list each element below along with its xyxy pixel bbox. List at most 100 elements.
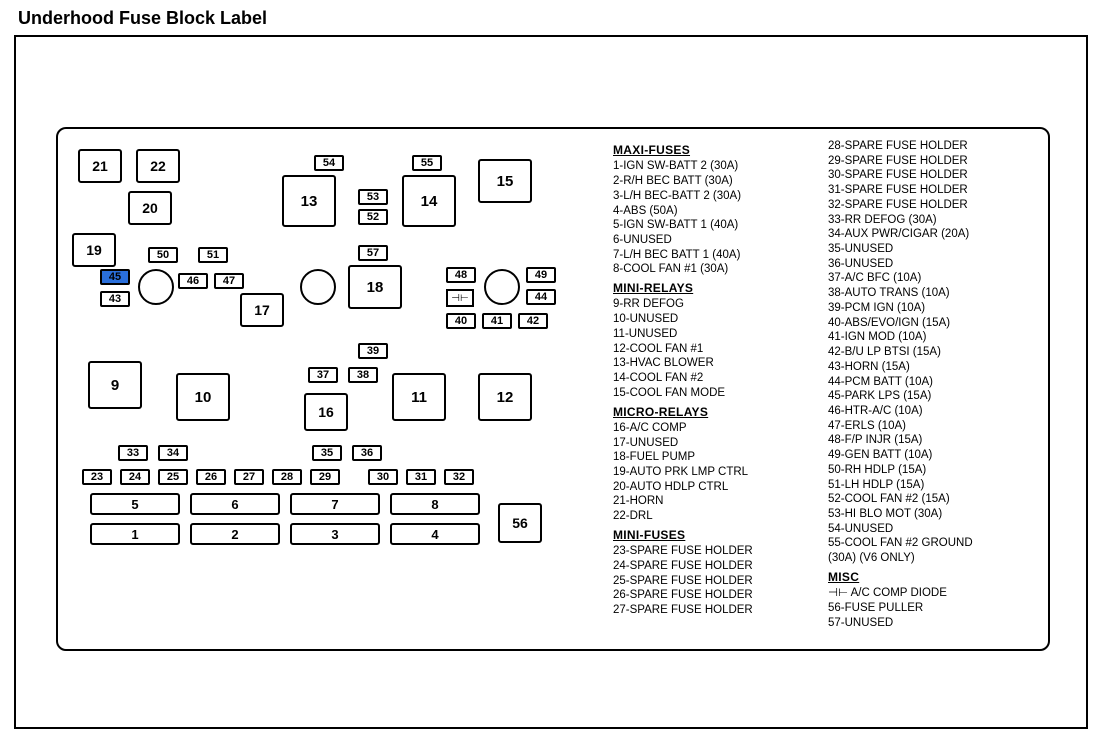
fuse-49: 49 (526, 267, 556, 283)
legend-heading: MICRO-RELAYS (613, 405, 828, 420)
fuse-48: 48 (446, 267, 476, 283)
legend-item: 52-COOL FAN #2 (15A) (828, 492, 1043, 507)
legend-item: 27-SPARE FUSE HOLDER (613, 603, 828, 618)
legend-item: 30-SPARE FUSE HOLDER (828, 168, 1043, 183)
fuse-41: 41 (482, 313, 512, 329)
legend-item: 15-COOL FAN MODE (613, 386, 828, 401)
fuse-34: 34 (158, 445, 188, 461)
legend-item: 17-UNUSED (613, 436, 828, 451)
legend-item: 6-UNUSED (613, 233, 828, 248)
legend-item: 26-SPARE FUSE HOLDER (613, 588, 828, 603)
fuse-17: 17 (240, 293, 284, 327)
legend-item: 48-F/P INJR (15A) (828, 433, 1043, 448)
legend-heading: MINI-RELAYS (613, 281, 828, 296)
fuse-12: 12 (478, 373, 532, 421)
fuse-13: 13 (282, 175, 336, 227)
fuse-diagram: 2122545515201314535219505157454647431718… (58, 129, 598, 649)
fuse-1: 1 (90, 523, 180, 545)
fuse-22: 22 (136, 149, 180, 183)
legend-item: 14-COOL FAN #2 (613, 371, 828, 386)
legend-item: 19-AUTO PRK LMP CTRL (613, 465, 828, 480)
legend-item: 1-IGN SW-BATT 2 (30A) (613, 159, 828, 174)
fuse-43: 43 (100, 291, 130, 307)
legend-item: 9-RR DEFOG (613, 297, 828, 312)
legend-item: 37-A/C BFC (10A) (828, 271, 1043, 286)
fuse-46: 46 (178, 273, 208, 289)
legend-item: 44-PCM BATT (10A) (828, 375, 1043, 390)
fuse-24: 24 (120, 469, 150, 485)
legend-item: 32-SPARE FUSE HOLDER (828, 198, 1043, 213)
fuse-36: 36 (352, 445, 382, 461)
fuse-19: 19 (72, 233, 116, 267)
legend-item: 49-GEN BATT (10A) (828, 448, 1043, 463)
fuse-11: 11 (392, 373, 446, 421)
legend-item: 50-RH HDLP (15A) (828, 463, 1043, 478)
fuse-25: 25 (158, 469, 188, 485)
legend-item: 55-COOL FAN #2 GROUND (828, 536, 1043, 551)
fuse-8: 8 (390, 493, 480, 515)
legend-item: 41-IGN MOD (10A) (828, 330, 1043, 345)
fuse-44: 44 (526, 289, 556, 305)
legend-item: 11-UNUSED (613, 327, 828, 342)
legend-item: 35-UNUSED (828, 242, 1043, 257)
fuse-6: 6 (190, 493, 280, 515)
fuse-3: 3 (290, 523, 380, 545)
diode-symbol: ⊣⊢ (446, 289, 474, 307)
fuse-33: 33 (118, 445, 148, 461)
legend-item: 34-AUX PWR/CIGAR (20A) (828, 227, 1043, 242)
legend-item: 40-ABS/EVO/IGN (15A) (828, 316, 1043, 331)
fuse-14: 14 (402, 175, 456, 227)
legend-item: ⊣⊢ A/C COMP DIODE (828, 586, 1043, 601)
fuse-52: 52 (358, 209, 388, 225)
fuse-10: 10 (176, 373, 230, 421)
fuse-21: 21 (78, 149, 122, 183)
legend-item: 57-UNUSED (828, 616, 1043, 631)
legend-heading: MISC (828, 570, 1043, 585)
fuse-51: 51 (198, 247, 228, 263)
fuse-39: 39 (358, 343, 388, 359)
fuse-32: 32 (444, 469, 474, 485)
fuse-20: 20 (128, 191, 172, 225)
fuse-27: 27 (234, 469, 264, 485)
fuse-29: 29 (310, 469, 340, 485)
fuse-2: 2 (190, 523, 280, 545)
legend-item: 54-UNUSED (828, 522, 1043, 537)
relay-socket (300, 269, 336, 305)
legend-heading: MINI-FUSES (613, 528, 828, 543)
legend-item: 21-HORN (613, 494, 828, 509)
fuse-53: 53 (358, 189, 388, 205)
legend-col-2: 28-SPARE FUSE HOLDER29-SPARE FUSE HOLDER… (828, 139, 1043, 630)
legend-heading: MAXI-FUSES (613, 143, 828, 158)
legend-item: 5-IGN SW-BATT 1 (40A) (613, 218, 828, 233)
fuse-35: 35 (312, 445, 342, 461)
fuse-30: 30 (368, 469, 398, 485)
legend-item: 22-DRL (613, 509, 828, 524)
legend-item: 25-SPARE FUSE HOLDER (613, 574, 828, 589)
relay-socket (138, 269, 174, 305)
legend-item: 47-ERLS (10A) (828, 419, 1043, 434)
fuse-16: 16 (304, 393, 348, 431)
legend-item: 3-L/H BEC-BATT 2 (30A) (613, 189, 828, 204)
fuse-47: 47 (214, 273, 244, 289)
legend-item: 4-ABS (50A) (613, 204, 828, 219)
legend-item: 7-L/H BEC BATT 1 (40A) (613, 248, 828, 263)
legend-item: 12-COOL FAN #1 (613, 342, 828, 357)
fuse-18: 18 (348, 265, 402, 309)
legend-item: 2-R/H BEC BATT (30A) (613, 174, 828, 189)
legend-item: (30A) (V6 ONLY) (828, 551, 1043, 566)
legend-item: 29-SPARE FUSE HOLDER (828, 154, 1043, 169)
fuse-block-frame: 2122545515201314535219505157454647431718… (56, 127, 1050, 651)
fuse-28: 28 (272, 469, 302, 485)
fuse-5: 5 (90, 493, 180, 515)
relay-socket (484, 269, 520, 305)
fuse-50: 50 (148, 247, 178, 263)
fuse-45: 45 (100, 269, 130, 285)
fuse-42: 42 (518, 313, 548, 329)
legend-item: 38-AUTO TRANS (10A) (828, 286, 1043, 301)
fuse-57: 57 (358, 245, 388, 261)
fuse-37: 37 (308, 367, 338, 383)
legend-item: 28-SPARE FUSE HOLDER (828, 139, 1043, 154)
outer-frame: 2122545515201314535219505157454647431718… (14, 35, 1088, 729)
legend-item: 31-SPARE FUSE HOLDER (828, 183, 1043, 198)
legend-item: 51-LH HDLP (15A) (828, 478, 1043, 493)
